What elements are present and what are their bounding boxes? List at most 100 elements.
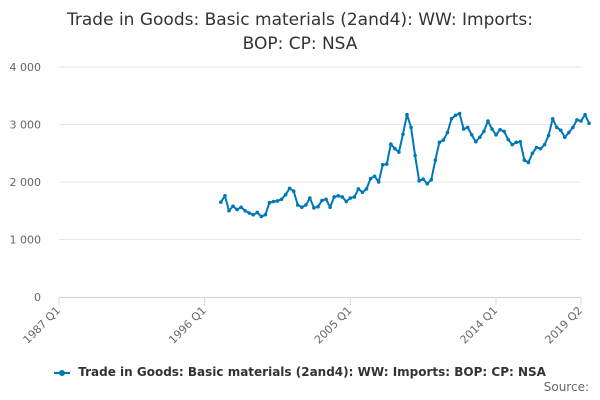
data-point[interactable]	[482, 129, 486, 134]
data-point[interactable]	[486, 119, 490, 123]
data-point[interactable]	[409, 125, 413, 130]
data-point[interactable]	[518, 139, 523, 144]
data-point[interactable]	[283, 192, 288, 197]
data-point[interactable]	[478, 135, 482, 139]
data-point[interactable]	[243, 208, 247, 213]
data-point[interactable]	[558, 128, 563, 133]
data-point[interactable]	[324, 197, 328, 202]
data-point[interactable]	[554, 125, 559, 130]
data-point[interactable]	[530, 151, 535, 156]
data-point[interactable]	[514, 140, 519, 145]
y-axis: 0 1 000 2 000 3 000 4 000	[10, 61, 42, 304]
data-point[interactable]	[279, 197, 284, 202]
data-point[interactable]	[263, 212, 268, 217]
data-point[interactable]	[449, 116, 454, 121]
data-point[interactable]	[239, 205, 243, 210]
data-point[interactable]	[364, 187, 369, 191]
data-point[interactable]	[425, 181, 430, 186]
x-tick-label: 2019 Q2	[543, 304, 586, 347]
data-point[interactable]	[575, 118, 579, 122]
data-point[interactable]	[295, 203, 300, 207]
data-point[interactable]	[469, 133, 474, 137]
data-point[interactable]	[372, 174, 377, 179]
data-point[interactable]	[312, 206, 316, 210]
data-point[interactable]	[393, 146, 397, 151]
data-point[interactable]	[567, 130, 571, 135]
data-point[interactable]	[445, 130, 450, 135]
data-point[interactable]	[247, 211, 251, 215]
data-point[interactable]	[542, 142, 547, 147]
data-point[interactable]	[328, 205, 332, 210]
data-point[interactable]	[352, 195, 357, 199]
data-point[interactable]	[259, 214, 264, 219]
data-point[interactable]	[421, 177, 425, 181]
data-point[interactable]	[271, 199, 276, 204]
y-tick-label: 3 000	[10, 119, 42, 132]
data-point[interactable]	[429, 177, 434, 182]
data-point[interactable]	[231, 204, 235, 208]
data-point[interactable]	[550, 116, 555, 121]
data-point[interactable]	[223, 194, 227, 198]
series-group	[219, 111, 591, 219]
data-point[interactable]	[368, 176, 373, 181]
data-point[interactable]	[437, 140, 442, 145]
data-point[interactable]	[417, 179, 421, 183]
data-point[interactable]	[299, 205, 304, 210]
data-point[interactable]	[413, 153, 417, 158]
data-point[interactable]	[510, 142, 515, 147]
data-point[interactable]	[267, 200, 272, 205]
data-point[interactable]	[360, 190, 365, 195]
data-point[interactable]	[494, 133, 498, 137]
data-point[interactable]	[255, 210, 260, 215]
legend-label: Trade in Goods: Basic materials (2and4):…	[78, 365, 546, 379]
data-point[interactable]	[384, 162, 389, 166]
data-point[interactable]	[433, 158, 438, 162]
data-point[interactable]	[473, 139, 478, 144]
data-point[interactable]	[538, 146, 543, 151]
y-tick-label: 0	[34, 291, 41, 304]
data-point[interactable]	[506, 137, 510, 142]
data-point[interactable]	[465, 125, 470, 130]
data-point[interactable]	[320, 198, 324, 203]
data-point[interactable]	[316, 204, 320, 209]
data-point[interactable]	[275, 199, 280, 203]
data-point[interactable]	[389, 142, 393, 146]
data-point[interactable]	[546, 133, 551, 138]
data-point[interactable]	[563, 135, 567, 139]
legend[interactable]: Trade in Goods: Basic materials (2and4):…	[0, 364, 600, 380]
data-point[interactable]	[441, 138, 446, 142]
data-point[interactable]	[579, 119, 583, 123]
data-point[interactable]	[336, 194, 341, 198]
data-point[interactable]	[227, 208, 231, 213]
data-point[interactable]	[583, 112, 587, 117]
data-point[interactable]	[291, 189, 296, 193]
data-point[interactable]	[308, 196, 312, 200]
data-point[interactable]	[376, 180, 381, 184]
data-point[interactable]	[235, 207, 239, 212]
data-point[interactable]	[251, 212, 256, 217]
data-point[interactable]	[332, 195, 336, 199]
data-point[interactable]	[571, 125, 575, 130]
data-point[interactable]	[453, 113, 458, 118]
data-point[interactable]	[522, 158, 527, 162]
data-point[interactable]	[490, 127, 494, 131]
data-point[interactable]	[348, 196, 353, 200]
data-point[interactable]	[405, 112, 409, 117]
data-point[interactable]	[587, 121, 591, 126]
data-point[interactable]	[304, 203, 308, 207]
data-point[interactable]	[502, 129, 506, 134]
data-point[interactable]	[219, 200, 223, 204]
data-point[interactable]	[344, 199, 349, 204]
data-point[interactable]	[526, 160, 531, 165]
data-point[interactable]	[401, 132, 405, 137]
data-point[interactable]	[287, 186, 292, 191]
data-point[interactable]	[340, 195, 345, 199]
data-point[interactable]	[498, 127, 502, 132]
data-point[interactable]	[380, 162, 385, 167]
data-point[interactable]	[397, 150, 401, 154]
chart-title-line-2: BOP: CP: NSA	[242, 34, 358, 54]
data-point[interactable]	[534, 145, 539, 150]
data-point[interactable]	[461, 127, 466, 131]
data-point[interactable]	[356, 187, 361, 191]
data-point[interactable]	[457, 111, 462, 116]
